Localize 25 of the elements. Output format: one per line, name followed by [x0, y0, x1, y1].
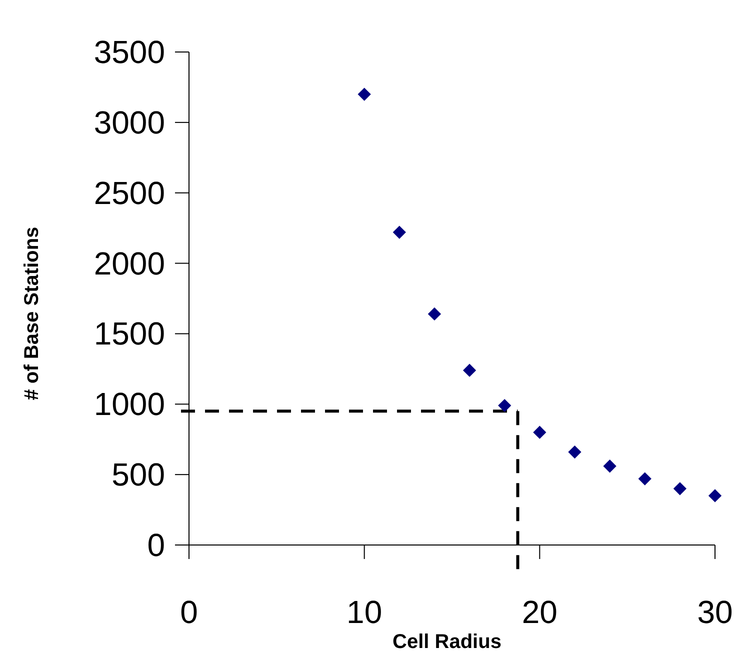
x-tick-label: 10: [346, 594, 382, 630]
x-tick-label: 30: [697, 594, 733, 630]
y-tick-label: 1500: [94, 316, 165, 352]
y-tick-label: 500: [112, 456, 165, 493]
point: [392, 226, 406, 239]
y-tick-label: 3000: [94, 104, 165, 140]
point: [638, 472, 652, 486]
point: [533, 426, 546, 439]
y-tick-label: 0: [147, 527, 165, 563]
x-tick-label: 0: [180, 594, 198, 630]
y-axis-title: # of Base Stations: [21, 226, 43, 400]
x-axis-title: Cell Radius: [392, 631, 502, 653]
y-tick-label: 1000: [94, 386, 165, 422]
y-tick-label: 2500: [94, 174, 165, 211]
point: [462, 364, 476, 377]
y-tick-label: 3500: [94, 34, 165, 70]
point: [708, 489, 722, 502]
point: [358, 88, 371, 101]
point: [568, 445, 582, 459]
x-tick-label: 20: [522, 594, 558, 630]
point: [498, 398, 512, 412]
point: [673, 482, 686, 496]
point: [428, 307, 442, 321]
point: [603, 460, 616, 473]
y-tick-label: 2000: [94, 245, 165, 282]
